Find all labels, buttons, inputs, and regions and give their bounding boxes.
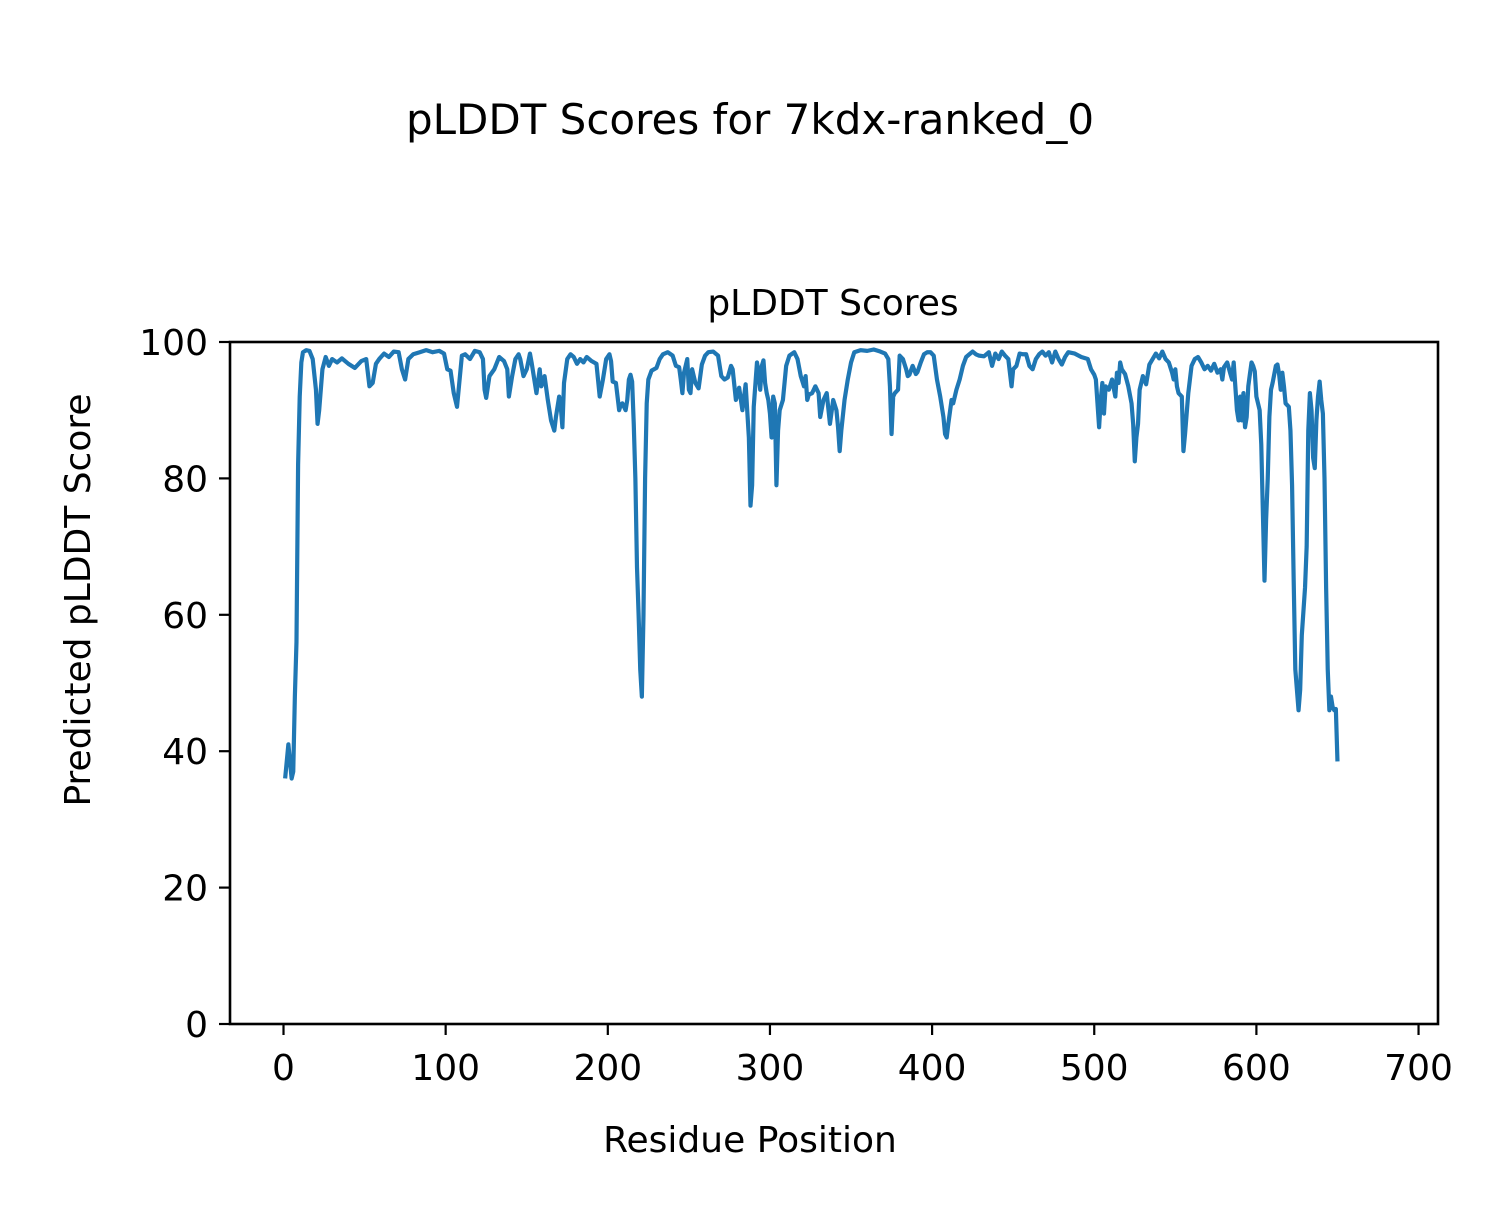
y-tick-label: 100 <box>139 323 208 364</box>
axes-title: pLDDT Scores <box>707 283 958 324</box>
x-tick-label: 200 <box>573 1048 642 1089</box>
x-tick-label: 600 <box>1222 1048 1291 1089</box>
x-tick-label: 400 <box>898 1048 967 1089</box>
x-axis-label: Residue Position <box>603 1120 897 1161</box>
chart-title: pLDDT Scores for 7kdx-ranked_0 <box>406 95 1094 144</box>
x-tick-label: 300 <box>736 1048 805 1089</box>
y-tick-label: 80 <box>162 459 208 500</box>
x-axis-ticks: 0 100 200 300 400 500 600 700 <box>272 1024 1453 1089</box>
y-axis-ticks: 0 20 40 60 80 100 <box>139 323 230 1046</box>
x-tick-label: 500 <box>1060 1048 1129 1089</box>
y-tick-label: 0 <box>185 1005 208 1046</box>
series-line <box>283 347 1340 781</box>
x-tick-label: 100 <box>411 1048 480 1089</box>
y-tick-label: 20 <box>162 869 208 910</box>
y-tick-label: 60 <box>162 596 208 637</box>
x-tick-label: 0 <box>272 1048 295 1089</box>
y-tick-label: 40 <box>162 732 208 773</box>
y-axis-label: Predicted pLDDT Score <box>58 393 99 806</box>
x-tick-label: 700 <box>1384 1048 1453 1089</box>
plot-area-frame <box>228 340 1440 1026</box>
